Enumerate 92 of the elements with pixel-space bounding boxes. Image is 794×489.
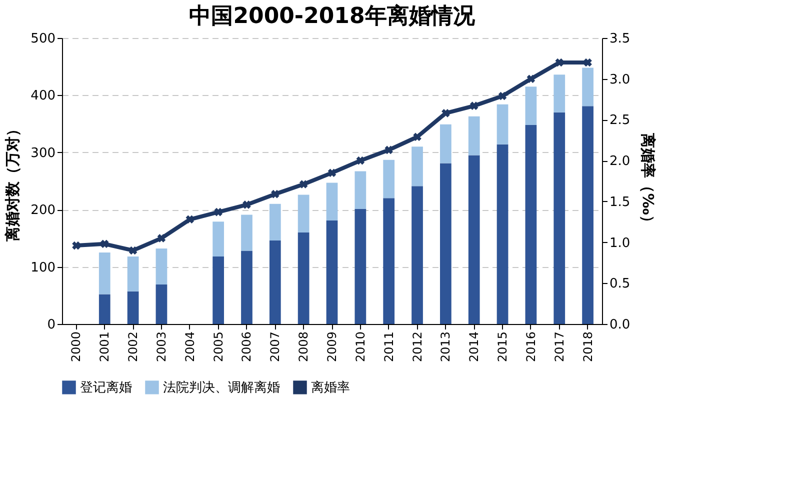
- x-tick-label: 2016: [524, 332, 538, 362]
- point: [584, 58, 592, 67]
- bar: [354, 171, 366, 210]
- y2-tick-label: 1.5: [610, 194, 630, 210]
- x-tick-label: 2008: [296, 332, 311, 362]
- x-tick-label: 2000: [69, 332, 84, 362]
- bar: [412, 186, 423, 324]
- point: [442, 109, 450, 118]
- x-tick-label: 2013: [438, 332, 453, 362]
- point: [214, 208, 222, 216]
- bar: [554, 112, 566, 324]
- bar: [525, 86, 537, 125]
- point: [498, 92, 507, 100]
- bar: [156, 284, 168, 324]
- bar: [298, 194, 310, 232]
- point: [328, 168, 336, 177]
- y2-tick-label: 1.0: [610, 236, 630, 251]
- x-tick-label: 2003: [154, 332, 168, 362]
- y-tick-label: 500: [30, 32, 56, 46]
- x-tick-label: 2007: [268, 332, 282, 362]
- point: [157, 234, 166, 242]
- y2-tick-label: 3.0: [610, 72, 630, 88]
- y2-tick-label: 3.5: [610, 32, 630, 46]
- bar: [468, 155, 480, 324]
- x-tick-label: 2012: [410, 332, 424, 362]
- chart-title: 中国2000-2018年离婚情况: [189, 3, 476, 29]
- x-tick-label: 2009: [325, 332, 339, 362]
- x-tick-label: 2002: [126, 332, 140, 362]
- bar: [326, 182, 338, 220]
- point: [384, 146, 393, 154]
- x-tick-label: 2014: [467, 332, 482, 362]
- x-tick-label: 2005: [211, 332, 226, 362]
- point: [526, 74, 536, 83]
- bar: [156, 248, 168, 285]
- legend-label: 登记离婚: [80, 379, 132, 396]
- bar: [269, 204, 281, 240]
- bar: [496, 104, 508, 144]
- y-tick-label: 200: [30, 203, 56, 218]
- bar: [98, 294, 110, 324]
- bar: [326, 220, 338, 324]
- y-axis-title: 离婚对数（万对）: [4, 122, 22, 242]
- point: [128, 246, 138, 255]
- y2-axis-title: 离婚率（‰）: [639, 132, 658, 230]
- y-tick-label: 300: [30, 146, 56, 161]
- point: [100, 240, 109, 248]
- bar: [582, 106, 594, 324]
- point: [271, 190, 280, 198]
- x-tick-label: 2018: [580, 332, 595, 362]
- bar: [554, 74, 566, 112]
- bar: [127, 291, 139, 324]
- bar: [298, 232, 310, 324]
- y2-tick-label: 0.5: [610, 276, 630, 292]
- y2-tick-label: 2.0: [610, 154, 630, 170]
- point: [470, 102, 478, 110]
- point: [186, 215, 194, 224]
- bar: [412, 146, 423, 186]
- bar: [212, 222, 224, 257]
- y-tick-label: 400: [30, 88, 56, 104]
- x-tick-label: 2011: [382, 332, 396, 362]
- point: [72, 241, 80, 250]
- x-tick-label: 2017: [552, 332, 566, 362]
- x-tick-label: 2010: [353, 332, 368, 362]
- bar: [582, 68, 594, 106]
- bar: [98, 252, 110, 294]
- y-tick-label: 100: [30, 260, 56, 276]
- y2-tick-label: 0.0: [610, 318, 630, 332]
- legend-label: 法院判决、调解离婚: [163, 379, 280, 396]
- bar: [468, 116, 480, 156]
- bar: [525, 124, 537, 324]
- bar: [440, 124, 452, 164]
- bar: [269, 240, 281, 324]
- bar: [383, 198, 395, 324]
- bar: [496, 144, 508, 324]
- y2-tick-label: 2.5: [610, 113, 630, 128]
- x-tick-label: 2001: [98, 332, 112, 362]
- point: [413, 132, 422, 142]
- point: [356, 156, 365, 165]
- legend-label: 离婚率: [311, 379, 350, 396]
- bar: [127, 256, 139, 292]
- bar: [383, 160, 395, 198]
- point: [242, 200, 251, 209]
- bar: [212, 256, 224, 324]
- x-tick-label: 2015: [496, 332, 510, 362]
- bar: [354, 209, 366, 324]
- y-tick-label: 0: [47, 318, 56, 332]
- bar: [241, 250, 252, 324]
- x-tick-label: 2004: [182, 332, 197, 362]
- x-tick-label: 2006: [240, 332, 254, 362]
- point: [299, 180, 308, 188]
- bar: [241, 214, 252, 251]
- bar: [440, 163, 452, 324]
- point: [555, 58, 564, 67]
